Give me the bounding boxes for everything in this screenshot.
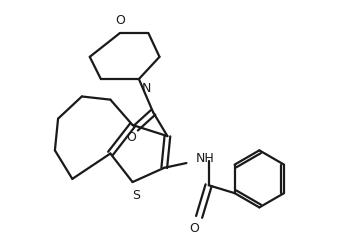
- Text: S: S: [132, 189, 140, 202]
- Text: O: O: [126, 131, 136, 144]
- Text: N: N: [141, 82, 151, 95]
- Text: O: O: [115, 14, 125, 28]
- Text: O: O: [189, 222, 199, 235]
- Text: NH: NH: [196, 152, 215, 165]
